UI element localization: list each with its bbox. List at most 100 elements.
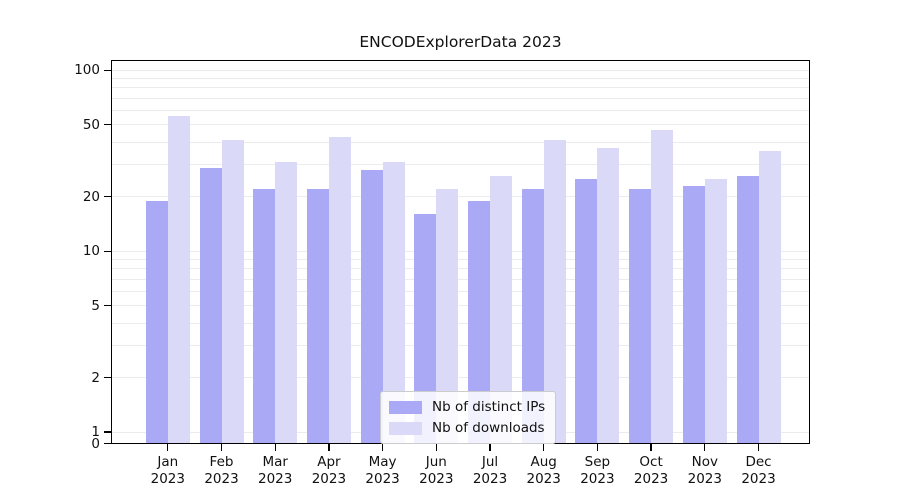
- x-tick-oct: [650, 443, 652, 451]
- x-tick-year: 2023: [580, 470, 615, 487]
- x-tick-month: Jan: [157, 453, 179, 470]
- x-tick-mar: [274, 443, 276, 451]
- y-tick-50: [104, 124, 111, 126]
- bar-nb-of-downloads-feb: [221, 140, 244, 444]
- x-tick-month: Dec: [745, 453, 772, 470]
- legend-swatch-downloads: [389, 421, 422, 435]
- x-tick-label-feb: Feb 2023: [192, 454, 252, 488]
- x-tick-month: Aug: [530, 453, 557, 470]
- x-tick-year: 2023: [741, 470, 776, 487]
- bar-nb-of-distinct-ips-nov: [682, 185, 705, 444]
- x-tick-label-apr: Apr 2023: [299, 454, 359, 488]
- bar-nb-of-downloads-oct: [651, 129, 674, 444]
- gridline-2: [111, 377, 810, 379]
- x-tick-jan: [167, 443, 169, 451]
- legend: Nb of distinct IPs Nb of downloads: [380, 391, 557, 444]
- x-tick-year: 2023: [526, 470, 561, 487]
- x-tick-year: 2023: [419, 470, 454, 487]
- bar-nb-of-downloads-apr: [328, 136, 351, 444]
- bar-nb-of-downloads-aug: [543, 140, 566, 444]
- bar-nb-of-distinct-ips-jun: [414, 214, 437, 444]
- y-tick-100: [104, 69, 111, 71]
- x-tick-sep: [596, 443, 599, 451]
- bar-nb-of-distinct-ips-jan: [145, 200, 168, 444]
- bar-nb-of-downloads-sep: [597, 148, 620, 444]
- y-tick-0: [104, 442, 111, 445]
- bar-nb-of-downloads-jul: [490, 176, 512, 444]
- y-tick-20: [104, 196, 111, 198]
- legend-swatch-distinct-ips: [389, 400, 422, 414]
- x-tick-label-mar: Mar 2023: [245, 454, 305, 488]
- x-tick-label-sep: Sep 2023: [567, 454, 627, 488]
- bar-nb-of-distinct-ips-feb: [199, 167, 222, 444]
- x-tick-month: Mar: [262, 453, 288, 470]
- x-tick-label-jun: Jun 2023: [406, 454, 466, 488]
- bar-nb-of-distinct-ips-may: [360, 170, 383, 444]
- bar-nb-of-distinct-ips-jul: [468, 200, 490, 444]
- x-tick-label-may: May 2023: [353, 454, 413, 488]
- gridline-7: [111, 278, 810, 280]
- x-tick-label-nov: Nov 2023: [675, 454, 735, 488]
- legend-entry-distinct-ips: Nb of distinct IPs: [389, 399, 545, 415]
- x-tick-jun: [435, 443, 437, 451]
- gridline-3: [111, 345, 810, 347]
- legend-label-distinct-ips: Nb of distinct IPs: [432, 399, 546, 415]
- x-tick-jul: [489, 443, 491, 451]
- gridline-60: [111, 109, 810, 111]
- gridline-6: [111, 290, 810, 292]
- gridline-90: [111, 78, 810, 80]
- x-tick-year: 2023: [204, 470, 239, 487]
- gridline-20: [111, 196, 810, 198]
- bar-nb-of-distinct-ips-oct: [629, 189, 652, 444]
- x-tick-apr: [328, 443, 330, 451]
- gridline-8: [111, 268, 810, 270]
- bar-nb-of-distinct-ips-apr: [306, 189, 329, 444]
- x-tick-year: 2023: [472, 470, 508, 487]
- bar-nb-of-distinct-ips-aug: [521, 189, 544, 444]
- bar-nb-of-distinct-ips-mar: [253, 189, 276, 444]
- gridline-70: [111, 97, 810, 99]
- bar-nb-of-downloads-jan: [167, 115, 190, 444]
- gridline-4: [111, 322, 810, 324]
- x-tick-month: Apr: [317, 453, 341, 470]
- x-tick-year: 2023: [150, 470, 185, 487]
- x-tick-year: 2023: [311, 470, 347, 487]
- bar-nb-of-downloads-jun: [436, 189, 459, 444]
- gridline-100: [111, 69, 810, 71]
- y-tick-1: [104, 431, 111, 433]
- y-tick-label-5: 5: [91, 297, 100, 314]
- y-tick-label-50: 50: [82, 116, 100, 133]
- x-tick-label-jan: Jan 2023: [138, 454, 198, 488]
- x-tick-label-dec: Dec 2023: [729, 454, 789, 488]
- x-tick-label-aug: Aug 2023: [514, 454, 574, 488]
- x-tick-month: Jul: [481, 453, 499, 470]
- y-tick-label-20: 20: [82, 188, 100, 205]
- gridline-80: [111, 87, 810, 89]
- x-tick-dec: [757, 443, 760, 451]
- gridline-5: [111, 305, 810, 307]
- y-tick-5: [104, 304, 111, 307]
- x-tick-label-oct: Oct 2023: [621, 454, 681, 488]
- gridline-50: [111, 124, 810, 126]
- y-tick-label-1: 1: [91, 424, 100, 440]
- y-tick-label-100: 100: [74, 62, 100, 79]
- gridline-10: [111, 250, 810, 252]
- x-tick-month: May: [368, 453, 397, 470]
- x-tick-month: Sep: [584, 453, 611, 470]
- y-tick-2: [104, 376, 111, 379]
- x-tick-year: 2023: [258, 470, 293, 487]
- bar-nb-of-downloads-nov: [704, 179, 727, 444]
- gridline-30: [111, 164, 810, 166]
- x-tick-year: 2023: [687, 470, 722, 487]
- x-tick-year: 2023: [633, 470, 669, 487]
- bar-nb-of-distinct-ips-sep: [575, 179, 598, 444]
- x-tick-label-jul: Jul 2023: [460, 454, 520, 488]
- bar-nb-of-downloads-may: [382, 162, 405, 444]
- x-tick-month: Feb: [209, 453, 234, 470]
- legend-label-downloads: Nb of downloads: [432, 420, 545, 436]
- x-tick-feb: [220, 443, 223, 451]
- bar-nb-of-downloads-dec: [758, 150, 781, 444]
- x-tick-nov: [704, 443, 706, 451]
- x-tick-aug: [543, 443, 545, 451]
